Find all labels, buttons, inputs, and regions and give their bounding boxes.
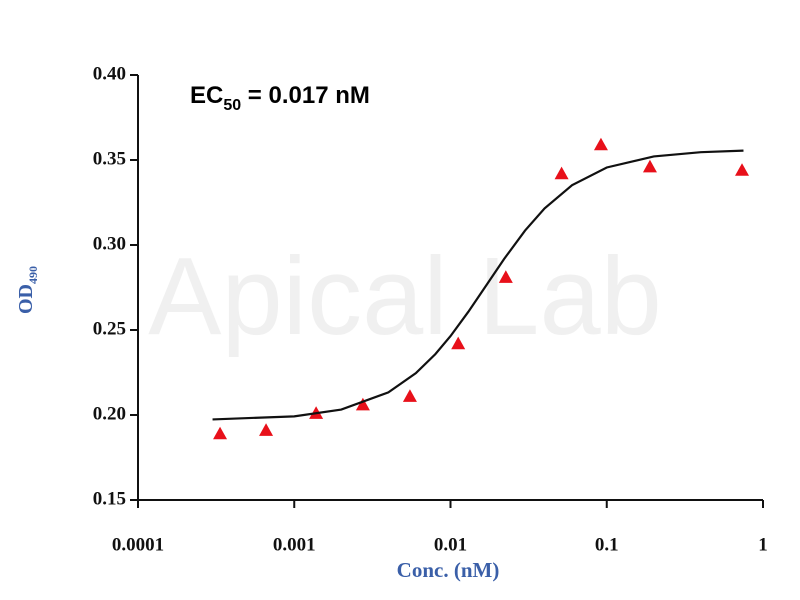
data-point <box>213 426 228 440</box>
y-tick-label: 0.40 <box>93 63 126 84</box>
annotation: EC50 = 0.017 nM <box>190 82 370 114</box>
fit-curve <box>212 149 744 421</box>
x-tick-label: 0.1 <box>595 534 619 555</box>
x-tick-label: 0.001 <box>273 534 316 555</box>
data-point <box>402 389 417 402</box>
data-point <box>355 397 370 411</box>
x-tick-label: 1 <box>758 534 768 555</box>
y-tick-label: 0.20 <box>93 403 126 424</box>
data-point <box>642 159 657 173</box>
data-point <box>593 137 608 151</box>
annotation-text: EC <box>190 82 223 109</box>
data-point <box>735 163 750 176</box>
x-axis-label: Conc. (nM) <box>397 558 500 582</box>
x-tick-label: 0.01 <box>434 534 467 555</box>
y-tick-label: 0.35 <box>93 148 126 169</box>
y-label-sub: 490 <box>26 266 40 284</box>
annotation-sub: 50 <box>223 97 241 114</box>
y-tick-label: 0.25 <box>93 318 126 339</box>
y-axis-label: OD490 <box>15 266 40 314</box>
data-point <box>554 166 569 180</box>
watermark: Apical Lab <box>148 235 662 358</box>
y-label-text: OD <box>15 284 37 314</box>
x-tick-label: 0.0001 <box>112 534 164 555</box>
annotation-rest: = 0.017 nM <box>241 82 370 109</box>
y-tick-label: 0.15 <box>93 488 126 509</box>
data-point <box>259 423 274 436</box>
data-point <box>498 270 513 283</box>
data-point <box>451 336 466 350</box>
y-tick-label: 0.30 <box>93 233 126 254</box>
